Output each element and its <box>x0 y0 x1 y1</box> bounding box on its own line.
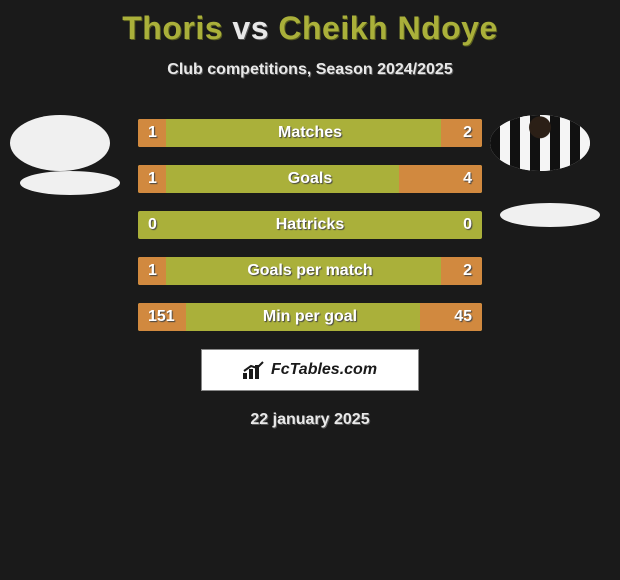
title-vs: vs <box>232 10 269 46</box>
source-logo: FcTables.com <box>201 349 419 391</box>
stat-value-right: 0 <box>463 211 472 239</box>
player2-flag <box>500 203 600 227</box>
barchart-icon <box>243 361 265 379</box>
player2-avatar <box>490 115 590 171</box>
subtitle: Club competitions, Season 2024/2025 <box>0 61 620 79</box>
stat-bar: 1Goals per match2 <box>138 257 482 285</box>
stat-bar: 1Goals4 <box>138 165 482 193</box>
stat-label: Goals <box>138 165 482 193</box>
stat-bar: 1Matches2 <box>138 119 482 147</box>
stat-bar: 0Hattricks0 <box>138 211 482 239</box>
stat-value-right: 2 <box>463 119 472 147</box>
comparison-infographic: Thoris vs Cheikh Ndoye Club competitions… <box>0 0 620 580</box>
page-title: Thoris vs Cheikh Ndoye <box>0 0 620 47</box>
stat-label: Goals per match <box>138 257 482 285</box>
player1-flag <box>20 171 120 195</box>
stat-bar: 151Min per goal45 <box>138 303 482 331</box>
logo-text: FcTables.com <box>271 361 377 379</box>
title-player2: Cheikh Ndoye <box>278 10 497 46</box>
stat-label: Min per goal <box>138 303 482 331</box>
date-text: 22 january 2025 <box>0 411 620 429</box>
stat-label: Matches <box>138 119 482 147</box>
player1-avatar <box>10 115 110 171</box>
stat-value-right: 4 <box>463 165 472 193</box>
stat-value-right: 2 <box>463 257 472 285</box>
title-player1: Thoris <box>122 10 223 46</box>
stat-bars: 1Matches2 1Goals4 0Hattricks0 1Goals per ma… <box>138 115 482 331</box>
stat-value-right: 45 <box>454 303 472 331</box>
stat-label: Hattricks <box>138 211 482 239</box>
content-area: 1Matches2 1Goals4 0Hattricks0 1Goals per ma… <box>0 115 620 429</box>
